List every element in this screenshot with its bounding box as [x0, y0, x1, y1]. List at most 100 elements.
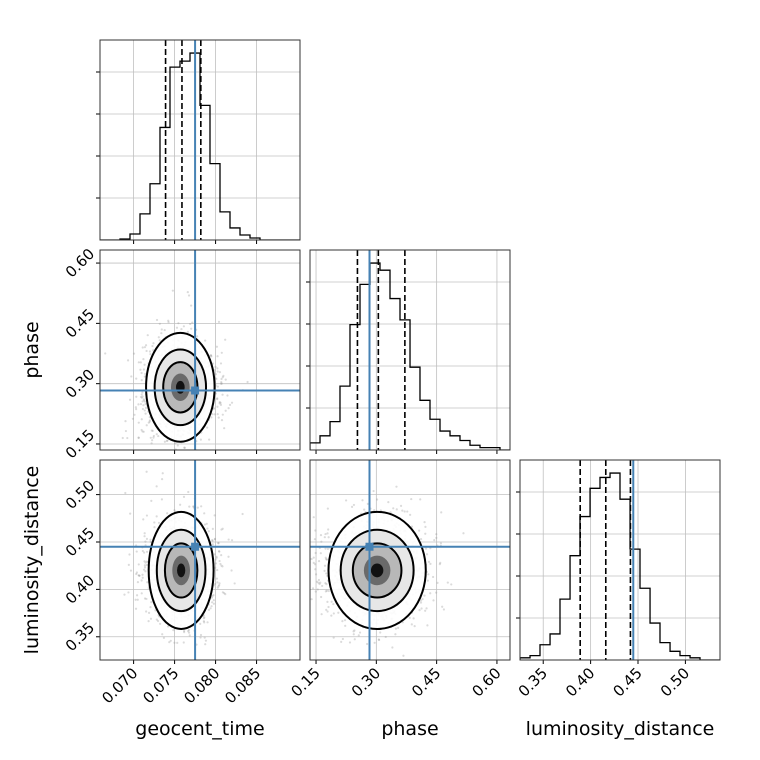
sample-point	[426, 579, 429, 582]
sample-point	[435, 591, 438, 594]
sample-point	[207, 608, 211, 611]
sample-point	[188, 634, 191, 637]
sample-point	[218, 559, 221, 563]
sample-point	[233, 582, 236, 585]
sample-point	[323, 564, 327, 567]
sample-point	[133, 413, 136, 416]
scatter-panel-geocent-time-vs-phase: 0.15 0.30 0.45 0.60	[62, 245, 301, 462]
sample-point	[141, 549, 144, 553]
sample-point	[218, 582, 221, 585]
sample-point	[325, 558, 328, 561]
sample-point	[384, 635, 387, 639]
sample-point	[341, 620, 344, 623]
sample-point	[216, 568, 219, 572]
sample-point	[341, 637, 344, 641]
sample-point	[147, 620, 150, 623]
sample-point	[143, 566, 147, 569]
sample-point	[215, 556, 218, 559]
sample-point	[203, 512, 206, 515]
sample-point	[204, 339, 207, 342]
y-tick-label: 0.30	[62, 365, 98, 401]
sample-point	[219, 403, 223, 406]
sample-point	[326, 507, 329, 510]
sample-point	[160, 332, 163, 335]
sample-point	[149, 436, 152, 439]
sample-point	[432, 599, 435, 602]
sample-point	[171, 289, 174, 292]
contour-line	[351, 542, 403, 599]
sample-point	[227, 407, 230, 410]
sample-point	[310, 598, 313, 601]
sample-point	[146, 334, 149, 337]
sample-point	[332, 636, 335, 639]
sample-point	[439, 561, 442, 564]
sample-point	[141, 400, 144, 403]
sample-point	[127, 591, 130, 594]
sample-point	[220, 528, 223, 531]
sample-point	[211, 601, 214, 604]
sample-point	[139, 368, 142, 371]
sample-point	[137, 361, 140, 364]
x-tick-label: 0.50	[657, 664, 693, 700]
sample-point	[151, 344, 154, 348]
sample-point	[146, 581, 149, 584]
sample-point	[372, 489, 375, 493]
sample-point	[317, 560, 321, 563]
sample-point	[204, 639, 208, 642]
sample-point	[337, 611, 340, 614]
sample-point	[320, 540, 323, 543]
sample-point	[140, 451, 142, 453]
sample-point	[130, 375, 133, 378]
sample-point	[435, 533, 438, 536]
sample-point	[426, 624, 429, 627]
sample-point	[138, 574, 141, 577]
sample-point	[131, 417, 134, 420]
sample-point	[212, 407, 215, 410]
sample-point	[155, 318, 159, 322]
sample-point	[157, 521, 161, 524]
sample-point	[149, 538, 152, 541]
sample-point	[167, 319, 170, 322]
sample-point	[175, 326, 179, 329]
sample-point	[215, 345, 219, 348]
sample-point	[128, 553, 131, 556]
sample-point	[183, 629, 186, 632]
sample-point	[151, 429, 154, 432]
x-axis-label-geocent-time: geocent_time	[135, 718, 264, 740]
sample-point	[446, 581, 449, 584]
x-tick-label: 0.35	[515, 664, 551, 700]
sample-point	[344, 499, 348, 502]
sample-point	[128, 398, 132, 401]
sample-point	[429, 562, 432, 565]
sample-point	[311, 587, 315, 590]
sample-point	[202, 617, 206, 620]
sample-point	[137, 421, 140, 424]
sample-point	[424, 547, 428, 550]
density-peak	[177, 563, 186, 578]
sample-point	[324, 582, 327, 585]
sample-point	[223, 592, 226, 595]
sample-point	[409, 513, 412, 516]
sample-point	[137, 574, 140, 577]
sample-point	[224, 378, 227, 381]
sample-point	[137, 436, 140, 439]
sample-point	[182, 495, 186, 498]
y-tick-label: 0.45	[62, 305, 98, 341]
sample-point	[401, 509, 404, 512]
sample-point	[230, 401, 234, 404]
sample-point	[216, 581, 219, 584]
sample-point	[135, 572, 138, 576]
sample-point	[363, 508, 366, 511]
sample-point	[462, 532, 465, 535]
sample-point	[137, 403, 140, 406]
sample-point	[156, 619, 160, 623]
sample-point	[167, 321, 170, 324]
truth-marker	[365, 542, 374, 551]
sample-point	[214, 558, 217, 561]
sample-point	[214, 582, 217, 586]
sample-point	[324, 556, 327, 559]
sample-point	[142, 368, 145, 371]
sample-point	[424, 525, 427, 528]
sample-point	[209, 354, 213, 357]
sample-point	[144, 412, 147, 415]
